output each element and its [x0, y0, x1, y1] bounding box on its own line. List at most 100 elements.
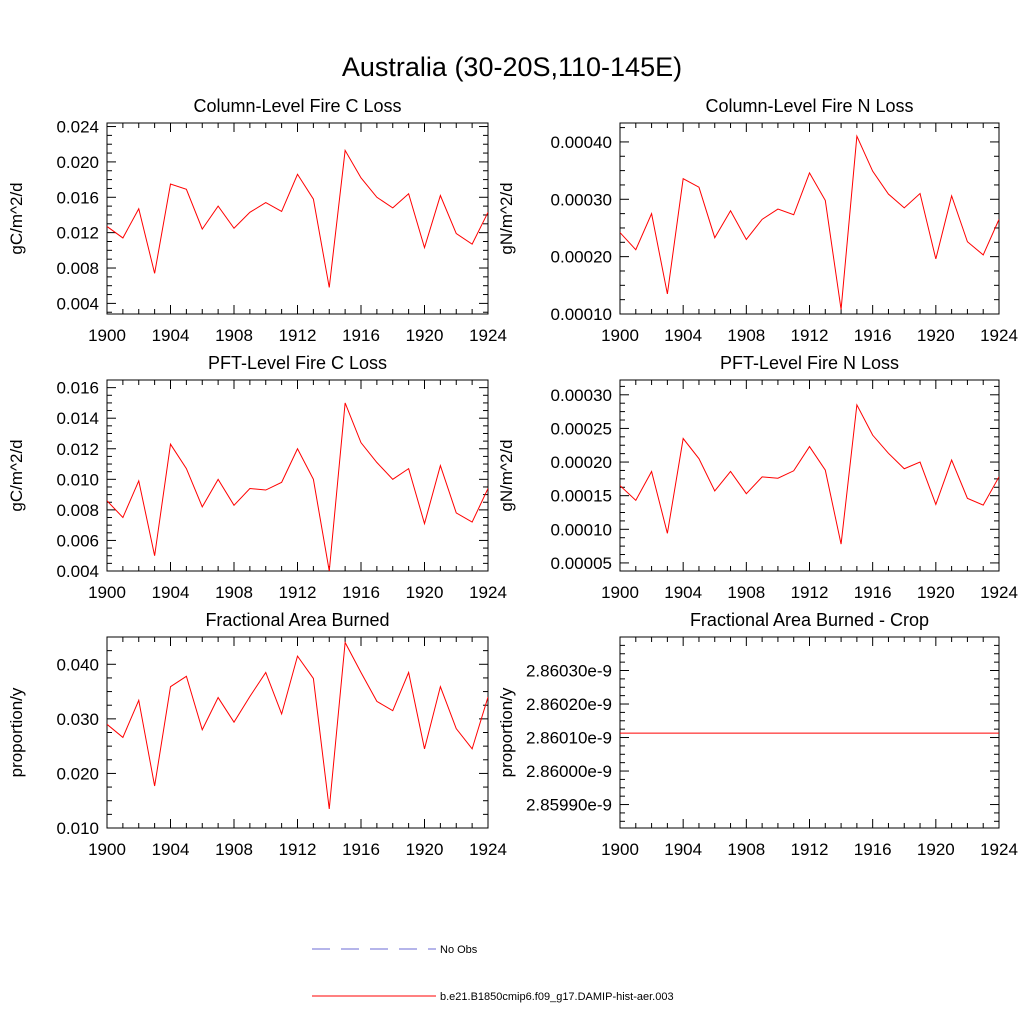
- plot-frame: [619, 636, 1000, 829]
- x-tick-label: 1924: [980, 583, 1018, 602]
- x-tick-label: 1900: [601, 583, 639, 602]
- x-tick-label: 1916: [854, 583, 892, 602]
- x-tick-label: 1900: [88, 326, 126, 345]
- panel-title: Column-Level Fire C Loss: [193, 96, 401, 116]
- panel-4: 1900 1904 1908 1912 1916 1920 1924 0.00005 0.000…: [497, 353, 1018, 602]
- y-tick-label: 0.020: [56, 764, 99, 783]
- x-tick-label: 1916: [854, 840, 892, 859]
- series-line: [620, 134, 999, 310]
- panel-title: PFT-Level Fire C Loss: [208, 353, 387, 373]
- x-tick-label: 1904: [664, 840, 702, 859]
- x-tick-label: 1904: [664, 326, 702, 345]
- x-tick-label: 1908: [215, 326, 253, 345]
- panel-1: 1900 1904 1908 1912 1916 1920 1924 0.004 0.008 0.…: [7, 96, 507, 345]
- y-tick-label: 0.010: [56, 470, 99, 489]
- x-tick-label: 1924: [980, 840, 1018, 859]
- y-tick-label: 2.86000e-9: [526, 762, 612, 781]
- panel-6: 1900 1904 1908 1912 1916 1920 1924 2.85990e-9 2.…: [497, 610, 1018, 859]
- x-tick-label: 1908: [215, 840, 253, 859]
- x-tick-label: 1916: [854, 326, 892, 345]
- x-tick-label: 1920: [406, 326, 444, 345]
- panel-title: Column-Level Fire N Loss: [705, 96, 913, 116]
- x-tick-label: 1916: [342, 840, 380, 859]
- y-tick-label: 0.012: [56, 224, 99, 243]
- series-line: [107, 148, 488, 288]
- legend-model-label: b.e21.B1850cmip6.f09_g17.DAMIP-hist-aer.…: [440, 991, 674, 1003]
- y-tick-label: 0.004: [56, 562, 99, 581]
- y-tick-label: 0.00030: [551, 190, 612, 209]
- x-tick-label: 1912: [279, 840, 317, 859]
- y-tick-label: 0.008: [56, 259, 99, 278]
- x-tick-label: 1920: [406, 583, 444, 602]
- y-tick-label: 2.86030e-9: [526, 662, 612, 681]
- y-tick-label: 2.86010e-9: [526, 729, 612, 748]
- x-tick-label: 1912: [791, 583, 829, 602]
- y-tick-label: 0.024: [56, 118, 99, 137]
- plot-frame: [106, 379, 489, 572]
- y-axis-label: gC/m^2/d: [7, 439, 26, 511]
- panel-2: 1900 1904 1908 1912 1916 1920 1924 0.00010 0.000…: [497, 96, 1018, 345]
- panel-3: 1900 1904 1908 1912 1916 1920 1924 0.004 0.006 0.…: [7, 353, 507, 602]
- x-tick-label: 1920: [917, 583, 955, 602]
- y-tick-label: 2.86020e-9: [526, 695, 612, 714]
- figure-title: Australia (30-20S,110-145E): [342, 52, 682, 82]
- y-axis-label: gC/m^2/d: [7, 182, 26, 254]
- series-line: [620, 403, 999, 545]
- y-axis-label: gN/m^2/d: [497, 182, 516, 254]
- x-tick-label: 1924: [469, 583, 507, 602]
- y-axis-label: proportion/y: [497, 687, 516, 777]
- x-tick-label: 1904: [152, 583, 190, 602]
- plot-frame: [106, 636, 489, 829]
- y-tick-label: 0.00005: [551, 554, 612, 573]
- y-tick-label: 0.008: [56, 501, 99, 520]
- y-axis-label: proportion/y: [7, 687, 26, 777]
- x-tick-label: 1900: [88, 840, 126, 859]
- x-tick-label: 1904: [152, 326, 190, 345]
- x-tick-label: 1908: [727, 326, 765, 345]
- y-tick-label: 0.00015: [551, 487, 612, 506]
- x-tick-label: 1920: [917, 840, 955, 859]
- panel-title: PFT-Level Fire N Loss: [720, 353, 899, 373]
- legend-obs-label: No Obs: [440, 944, 478, 956]
- x-tick-label: 1912: [791, 840, 829, 859]
- y-tick-label: 0.00010: [551, 520, 612, 539]
- x-tick-label: 1924: [980, 326, 1018, 345]
- x-tick-label: 1912: [791, 326, 829, 345]
- x-tick-label: 1908: [727, 840, 765, 859]
- x-tick-label: 1920: [917, 326, 955, 345]
- y-tick-label: 0.00020: [551, 248, 612, 267]
- y-tick-label: 0.00020: [551, 453, 612, 472]
- y-tick-label: 0.006: [56, 531, 99, 550]
- y-tick-label: 0.016: [56, 379, 99, 398]
- y-tick-label: 0.00025: [551, 419, 612, 438]
- y-axis-label: gN/m^2/d: [497, 439, 516, 511]
- x-tick-label: 1900: [601, 326, 639, 345]
- y-tick-label: 0.014: [56, 409, 99, 428]
- x-tick-label: 1900: [601, 840, 639, 859]
- x-tick-label: 1916: [342, 326, 380, 345]
- y-tick-label: 0.040: [56, 655, 99, 674]
- x-tick-label: 1924: [469, 840, 507, 859]
- y-tick-label: 0.00030: [551, 386, 612, 405]
- panel-5: 1900 1904 1908 1912 1916 1920 1924 0.010 0.020 0.…: [7, 610, 507, 859]
- legend: No Obs b.e21.B1850cmip6.f09_g17.DAMIP-hi…: [312, 944, 674, 1003]
- x-tick-label: 1912: [279, 583, 317, 602]
- y-tick-label: 0.00010: [551, 305, 612, 324]
- series-line: [107, 640, 488, 809]
- y-tick-label: 0.030: [56, 710, 99, 729]
- y-tick-label: 2.85990e-9: [526, 796, 612, 815]
- x-tick-label: 1912: [279, 326, 317, 345]
- panels: 1900 1904 1908 1912 1916 1920 1924 0.004 0.008 0.…: [7, 96, 1018, 859]
- series-line: [107, 402, 488, 571]
- x-tick-label: 1916: [342, 583, 380, 602]
- x-tick-label: 1908: [215, 583, 253, 602]
- x-tick-label: 1920: [406, 840, 444, 859]
- y-tick-label: 0.016: [56, 188, 99, 207]
- x-tick-label: 1900: [88, 583, 126, 602]
- panel-title: Fractional Area Burned: [205, 610, 389, 630]
- x-tick-label: 1904: [152, 840, 190, 859]
- y-tick-label: 0.00040: [551, 133, 612, 152]
- panel-title: Fractional Area Burned - Crop: [690, 610, 929, 630]
- x-tick-label: 1924: [469, 326, 507, 345]
